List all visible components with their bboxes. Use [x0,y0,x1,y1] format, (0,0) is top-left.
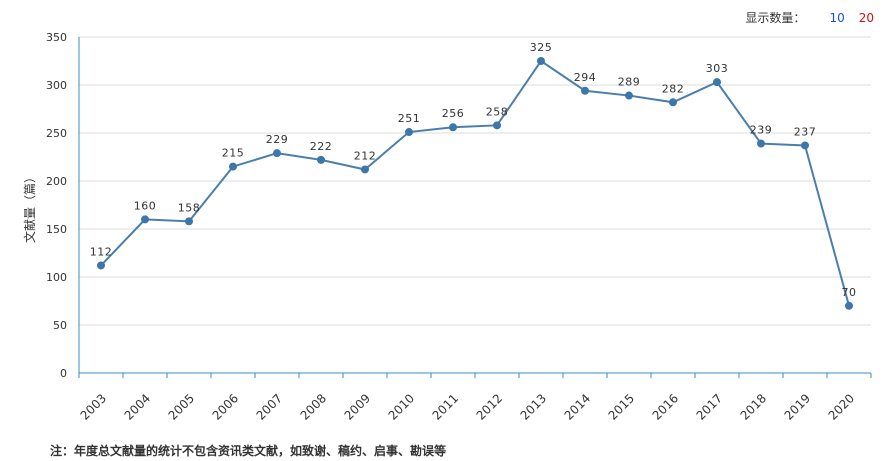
x-tick-label: 2008 [298,391,329,422]
x-tick-label: 2011 [430,391,461,422]
data-label: 215 [222,147,245,160]
y-tick-label: 300 [46,79,67,92]
data-label: 212 [354,149,377,162]
x-tick-label: 2007 [254,391,285,422]
data-point [537,57,545,65]
display-count-20-option[interactable]: 20 [858,10,874,25]
x-tick-label: 2005 [166,391,197,422]
data-label: 258 [486,105,509,118]
data-label: 289 [618,76,641,89]
data-label: 160 [134,199,157,212]
data-point [845,301,853,310]
x-tick-label: 2015 [606,391,637,422]
data-label: 303 [706,62,729,75]
data-label: 237 [794,125,817,138]
x-tick-label: 2018 [738,391,769,422]
x-tick-label: 2006 [210,391,241,422]
x-tick-label: 2012 [474,391,505,422]
x-tick-label: 2009 [342,391,373,422]
data-label: 256 [442,107,465,120]
data-point [449,123,457,132]
data-label: 158 [178,201,201,214]
display-count-selector: 显示数量： 10 20 [745,9,874,26]
x-tick-label: 2019 [782,391,813,422]
data-point [625,91,633,100]
y-tick-label: 350 [46,31,67,44]
data-point [185,217,193,226]
data-point [273,149,281,158]
data-point [757,139,765,148]
data-point [493,121,501,130]
y-tick-label: 50 [53,319,67,332]
data-label: 251 [398,112,421,125]
data-label: 222 [310,140,333,153]
y-tick-label: 0 [60,367,67,380]
x-tick-label: 2017 [694,391,725,422]
data-point [317,155,325,164]
y-tick-label: 150 [46,223,67,236]
data-point [405,128,413,137]
y-tick-label: 100 [46,271,67,284]
x-tick-label: 2020 [826,391,857,422]
data-point [801,141,809,150]
data-point [97,261,105,270]
publication-trend-chart: 0 50 100 150 200 250 300 350 2003 2004 2005 2006 200… [22,31,872,423]
y-tick-label: 200 [46,175,67,188]
display-count-10-option[interactable]: 10 [829,10,845,25]
y-axis-title: 文献量（篇） [22,171,37,243]
data-point [581,86,589,95]
series-line [100,59,850,307]
x-tick-label: 2016 [650,391,681,422]
x-tick-label: 2004 [122,391,153,422]
data-point [361,165,369,174]
data-point [713,78,721,87]
data-label: 70 [842,286,857,299]
data-label: 294 [574,71,597,84]
x-tick-label: 2014 [562,391,593,422]
data-label: 325 [530,41,553,54]
x-tick-label: 2013 [518,391,549,422]
chart-footnote: 注：年度总文献量的统计不包含资讯类文献，如致谢、稿约、启事、勘误等 [50,444,447,458]
y-tick-label: 250 [46,127,67,140]
x-tick-label: 2010 [386,391,417,422]
data-label: 239 [750,124,773,137]
data-label: 112 [90,245,113,258]
data-point [229,162,237,171]
data-point [669,98,677,107]
data-label: 229 [266,133,289,146]
data-point [141,215,149,224]
display-count-label: 显示数量： [745,11,806,25]
x-tick-label: 2003 [78,391,109,422]
data-label: 282 [662,82,685,95]
